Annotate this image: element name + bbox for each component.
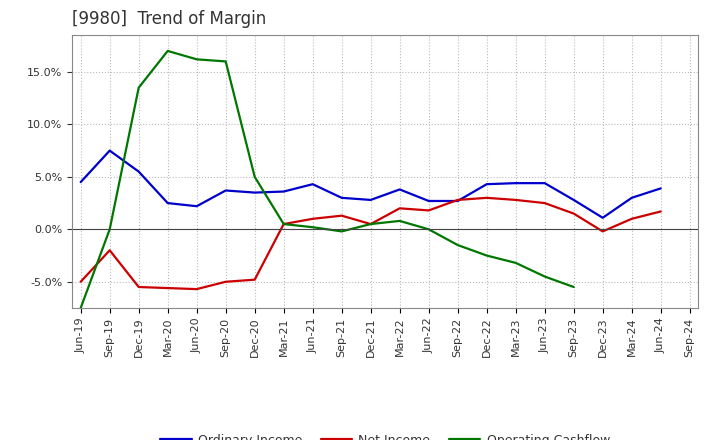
Ordinary Income — [482, 182, 491, 187]
Net Income — [135, 284, 143, 290]
Ordinary Income — [308, 182, 317, 187]
Operating Cashflow — [424, 227, 433, 232]
Line: Operating Cashflow: Operating Cashflow — [81, 51, 574, 308]
Operating Cashflow — [135, 85, 143, 90]
Ordinary Income — [657, 186, 665, 191]
Net Income — [395, 205, 404, 211]
Net Income — [424, 208, 433, 213]
Net Income — [570, 211, 578, 216]
Net Income — [163, 286, 172, 291]
Operating Cashflow — [308, 224, 317, 230]
Ordinary Income — [424, 198, 433, 204]
Operating Cashflow — [511, 260, 520, 265]
Operating Cashflow — [366, 221, 375, 227]
Net Income — [366, 221, 375, 227]
Operating Cashflow — [251, 174, 259, 180]
Operating Cashflow — [570, 284, 578, 290]
Ordinary Income — [366, 197, 375, 202]
Net Income — [338, 213, 346, 218]
Text: [9980]  Trend of Margin: [9980] Trend of Margin — [72, 10, 266, 28]
Operating Cashflow — [76, 305, 85, 311]
Net Income — [308, 216, 317, 221]
Net Income — [541, 201, 549, 206]
Net Income — [221, 279, 230, 284]
Operating Cashflow — [541, 274, 549, 279]
Ordinary Income — [251, 190, 259, 195]
Net Income — [76, 279, 85, 284]
Net Income — [454, 197, 462, 202]
Operating Cashflow — [454, 242, 462, 248]
Ordinary Income — [570, 197, 578, 202]
Ordinary Income — [76, 180, 85, 185]
Line: Ordinary Income: Ordinary Income — [81, 150, 661, 218]
Net Income — [627, 216, 636, 221]
Operating Cashflow — [338, 229, 346, 234]
Legend: Ordinary Income, Net Income, Operating Cashflow: Ordinary Income, Net Income, Operating C… — [156, 429, 615, 440]
Ordinary Income — [338, 195, 346, 201]
Net Income — [482, 195, 491, 201]
Ordinary Income — [192, 204, 201, 209]
Ordinary Income — [279, 189, 288, 194]
Ordinary Income — [163, 201, 172, 206]
Net Income — [192, 286, 201, 292]
Operating Cashflow — [395, 218, 404, 224]
Ordinary Income — [511, 180, 520, 186]
Net Income — [105, 248, 114, 253]
Ordinary Income — [395, 187, 404, 192]
Net Income — [511, 197, 520, 202]
Net Income — [279, 221, 288, 227]
Ordinary Income — [105, 148, 114, 153]
Operating Cashflow — [221, 59, 230, 64]
Ordinary Income — [627, 195, 636, 201]
Ordinary Income — [598, 215, 607, 220]
Ordinary Income — [541, 180, 549, 186]
Operating Cashflow — [279, 221, 288, 227]
Ordinary Income — [135, 169, 143, 174]
Line: Net Income: Net Income — [81, 198, 661, 289]
Operating Cashflow — [192, 57, 201, 62]
Operating Cashflow — [105, 227, 114, 232]
Net Income — [251, 277, 259, 282]
Ordinary Income — [221, 188, 230, 193]
Operating Cashflow — [482, 253, 491, 258]
Net Income — [657, 209, 665, 214]
Ordinary Income — [454, 198, 462, 204]
Operating Cashflow — [163, 48, 172, 54]
Net Income — [598, 229, 607, 234]
